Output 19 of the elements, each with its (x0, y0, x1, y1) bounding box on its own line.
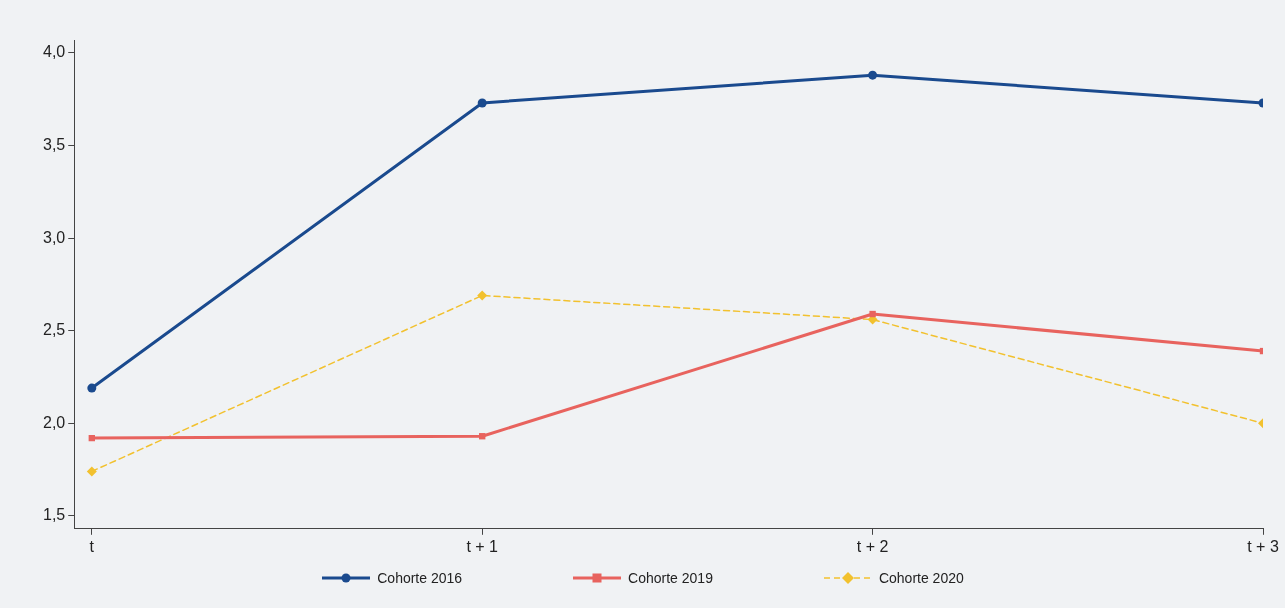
legend-label: Cohorte 2016 (377, 570, 463, 586)
x-tick-label: t + 2 (856, 537, 889, 555)
point (86, 466, 97, 477)
y-tick-label: 1,5 (42, 506, 66, 524)
x-tick-label: t + 3 (1247, 537, 1279, 555)
x-tick-label: t (89, 537, 95, 555)
y-tick-label: 2,5 (42, 321, 66, 339)
legend-label: Cohorte 2019 (628, 570, 713, 586)
point (87, 383, 97, 393)
y-tick-label: 4,0 (42, 43, 66, 61)
legend-label: Cohorte 2020 (878, 570, 964, 586)
y-tick-label: 3,5 (42, 135, 66, 153)
y-tick-label: 3,0 (42, 228, 66, 246)
point (869, 310, 876, 318)
point (477, 290, 488, 301)
point (868, 70, 878, 80)
point (477, 98, 487, 108)
y-tick-label: 2,0 (42, 413, 66, 431)
x-tick-label: t + 1 (466, 537, 499, 555)
